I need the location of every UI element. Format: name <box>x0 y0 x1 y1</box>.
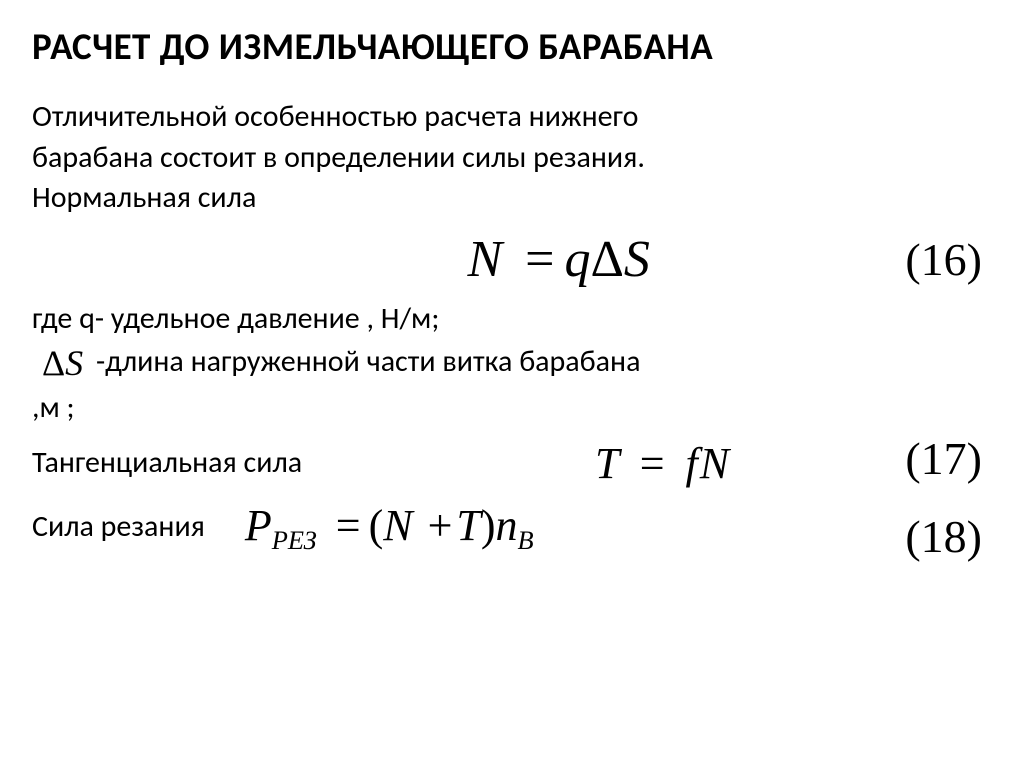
equation-16-number: (16) <box>905 229 992 291</box>
tangential-label: Тангенциальная сила <box>32 443 302 484</box>
deltaS-inline-delta: Δ <box>42 343 65 383</box>
equation-17-formula: T = fN <box>302 434 992 493</box>
eq16-delta: Δ <box>590 231 623 288</box>
intro-line-2: барабана состоит в определении силы реза… <box>32 138 992 179</box>
eq17-paren-close: ) <box>967 433 982 484</box>
eq17-lhs: T <box>595 439 619 488</box>
deltaS-text: -длина нагруженной части витка барабана <box>89 343 640 380</box>
intro-line-3: Нормальная сила <box>32 178 992 219</box>
where-q-line: где q- удельное давление , Н/м; <box>32 299 992 340</box>
eq18-num: 18 <box>921 511 967 562</box>
eq18-N: N <box>383 501 412 550</box>
eq17-f: f <box>686 439 698 488</box>
eq18-P-sub: РЕЗ <box>272 525 317 555</box>
equation-17-number: (17) <box>905 428 982 490</box>
equation-16-formula: N =qΔS <box>212 225 905 295</box>
eq18-open: ( <box>369 501 384 550</box>
equation-16-row: N =qΔS (16) <box>32 225 992 295</box>
body-content: Отличительной особенностью расчета нижне… <box>32 97 992 556</box>
eq18-equals: = <box>328 501 369 550</box>
eq16-equals: = <box>515 231 564 288</box>
deltaS-inline-S: S <box>65 343 83 383</box>
eq18-close: ) <box>481 501 496 550</box>
cutting-label: Сила резания <box>32 507 205 548</box>
tangential-row: Тангенциальная сила T = fN (17) <box>32 434 992 492</box>
eq16-S: S <box>624 231 650 288</box>
eq16-paren-close: ) <box>967 234 982 285</box>
intro-line-1: Отличительной особенностью расчета нижне… <box>32 97 992 138</box>
eq18-plus: + <box>424 501 457 550</box>
eq16-q: q <box>564 231 590 288</box>
eq17-equals: = <box>630 439 675 488</box>
deltaS-tail-line: ,м ; <box>32 388 992 429</box>
slide: РАСЧЕТ ДО ИЗМЕЛЬЧАЮЩЕГО БАРАБАНА Отличит… <box>0 0 1024 767</box>
eq18-P: P <box>245 501 272 550</box>
equation-18-formula: PРЕЗ =(N +T)nB <box>205 496 992 559</box>
deltaS-inline-symbol: ΔS <box>32 339 89 388</box>
cutting-row: Сила резания PРЕЗ =(N +T)nB (18) <box>32 498 992 556</box>
eq16-num: 16 <box>921 234 967 285</box>
page-title: РАСЧЕТ ДО ИЗМЕЛЬЧАЮЩЕГО БАРАБАНА <box>32 24 992 69</box>
eq16-paren-open: ( <box>905 234 920 285</box>
eq16-lhs: N <box>467 231 502 288</box>
eq18-n-sub: B <box>518 525 534 555</box>
eq17-N: N <box>698 439 729 488</box>
eq18-paren-close: ) <box>967 511 982 562</box>
equation-18-number: (18) <box>905 506 982 568</box>
eq18-paren-open: ( <box>905 511 920 562</box>
eq17-num: 17 <box>921 433 967 484</box>
eq17-paren-open: ( <box>905 433 920 484</box>
deltaS-definition-line: ΔS -длина нагруженной части витка бараба… <box>32 339 992 388</box>
eq18-T: T <box>456 501 480 550</box>
eq18-n: n <box>496 501 518 550</box>
